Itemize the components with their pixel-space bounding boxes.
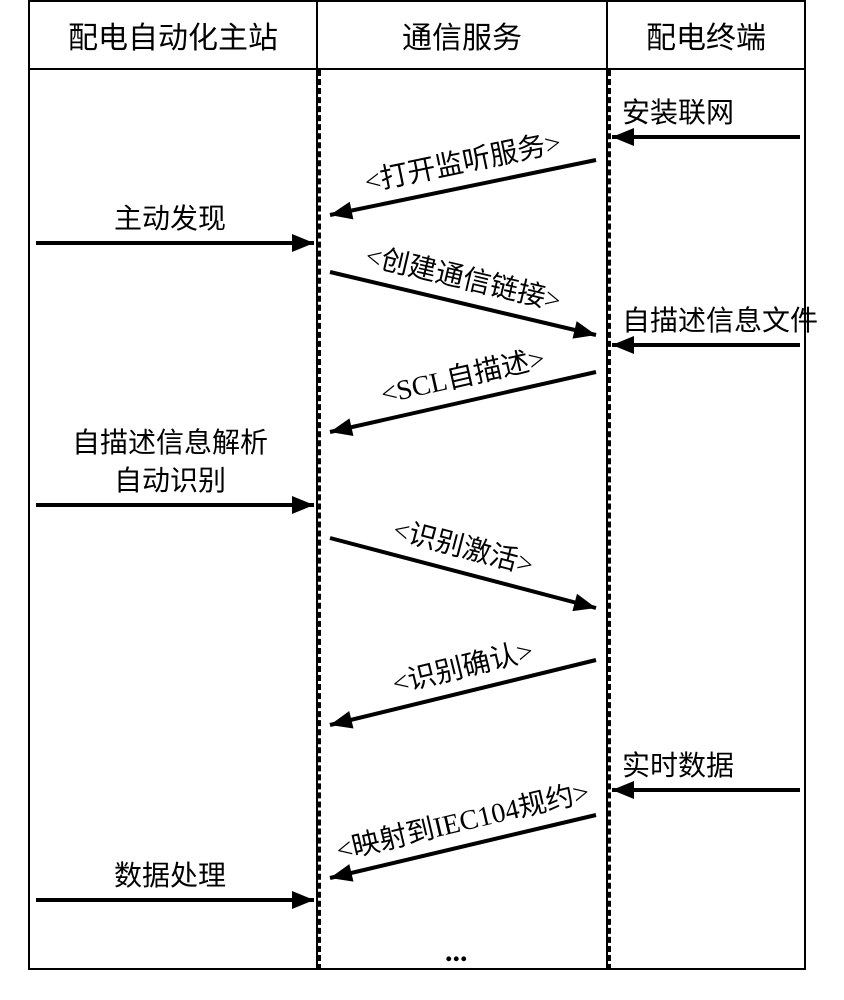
side-event-label: 安装联网 — [622, 95, 800, 133]
side-event-label: 主动发现 — [36, 201, 304, 239]
sequence-diagram: 配电自动化主站通信服务配电终端安装联网自描述信息文件实时数据主动发现自描述信息解… — [0, 0, 844, 1000]
side-event-label: 实时数据 — [622, 748, 800, 786]
side-event-label: 数据处理 — [36, 858, 304, 896]
ellipsis: ... — [445, 935, 468, 969]
side-event-label: 自描述信息文件 — [622, 303, 800, 341]
side-event-label: 自描述信息解析 自动识别 — [36, 425, 304, 501]
